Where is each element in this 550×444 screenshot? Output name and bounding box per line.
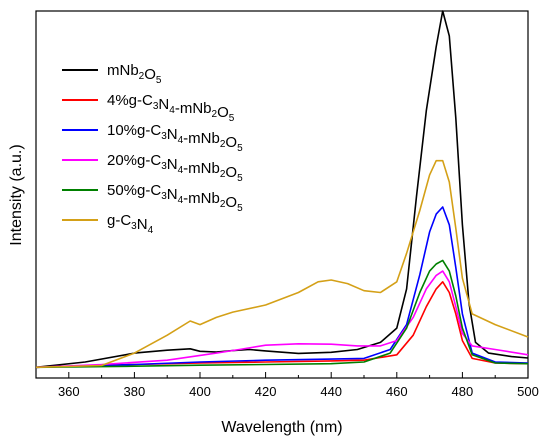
- legend-label: mNb2O5: [107, 62, 162, 86]
- y-axis-title: Intensity (a.u.): [8, 144, 25, 245]
- series-line: [35, 281, 529, 369]
- x-tick-label: 360: [58, 384, 80, 399]
- series-line: [35, 159, 529, 369]
- x-axis-ticks: 360 380 400 420 440 460 480 500: [35, 372, 539, 399]
- legend-label: 50%g-C3N4-mNb2O5: [107, 182, 243, 214]
- series-line: [35, 259, 529, 369]
- x-tick-label: 420: [255, 384, 277, 399]
- legend-label: 20%g-C3N4-mNb2O5: [107, 152, 243, 184]
- series-line: [35, 270, 529, 369]
- legend: mNb2O5 4%g-C3N4-mNb2O510%g-C3N4-mNb2O520%…: [62, 62, 243, 236]
- x-axis-title: Wavelength (nm): [221, 419, 342, 436]
- legend-label: g-C3N4: [107, 212, 154, 236]
- series-line: [35, 10, 529, 369]
- series-line: [35, 206, 529, 369]
- x-tick-label: 440: [320, 384, 342, 399]
- x-tick-label: 480: [452, 384, 474, 399]
- x-tick-label: 400: [189, 384, 211, 399]
- legend-label: 10%g-C3N4-mNb2O5: [107, 122, 243, 154]
- series-layer: [35, 10, 529, 369]
- x-tick-label: 380: [124, 384, 146, 399]
- x-tick-label: 460: [386, 384, 408, 399]
- plot-frame: [35, 10, 529, 379]
- legend-label: 4%g-C3N4-mNb2O5: [107, 92, 235, 124]
- x-tick-label: 500: [517, 384, 539, 399]
